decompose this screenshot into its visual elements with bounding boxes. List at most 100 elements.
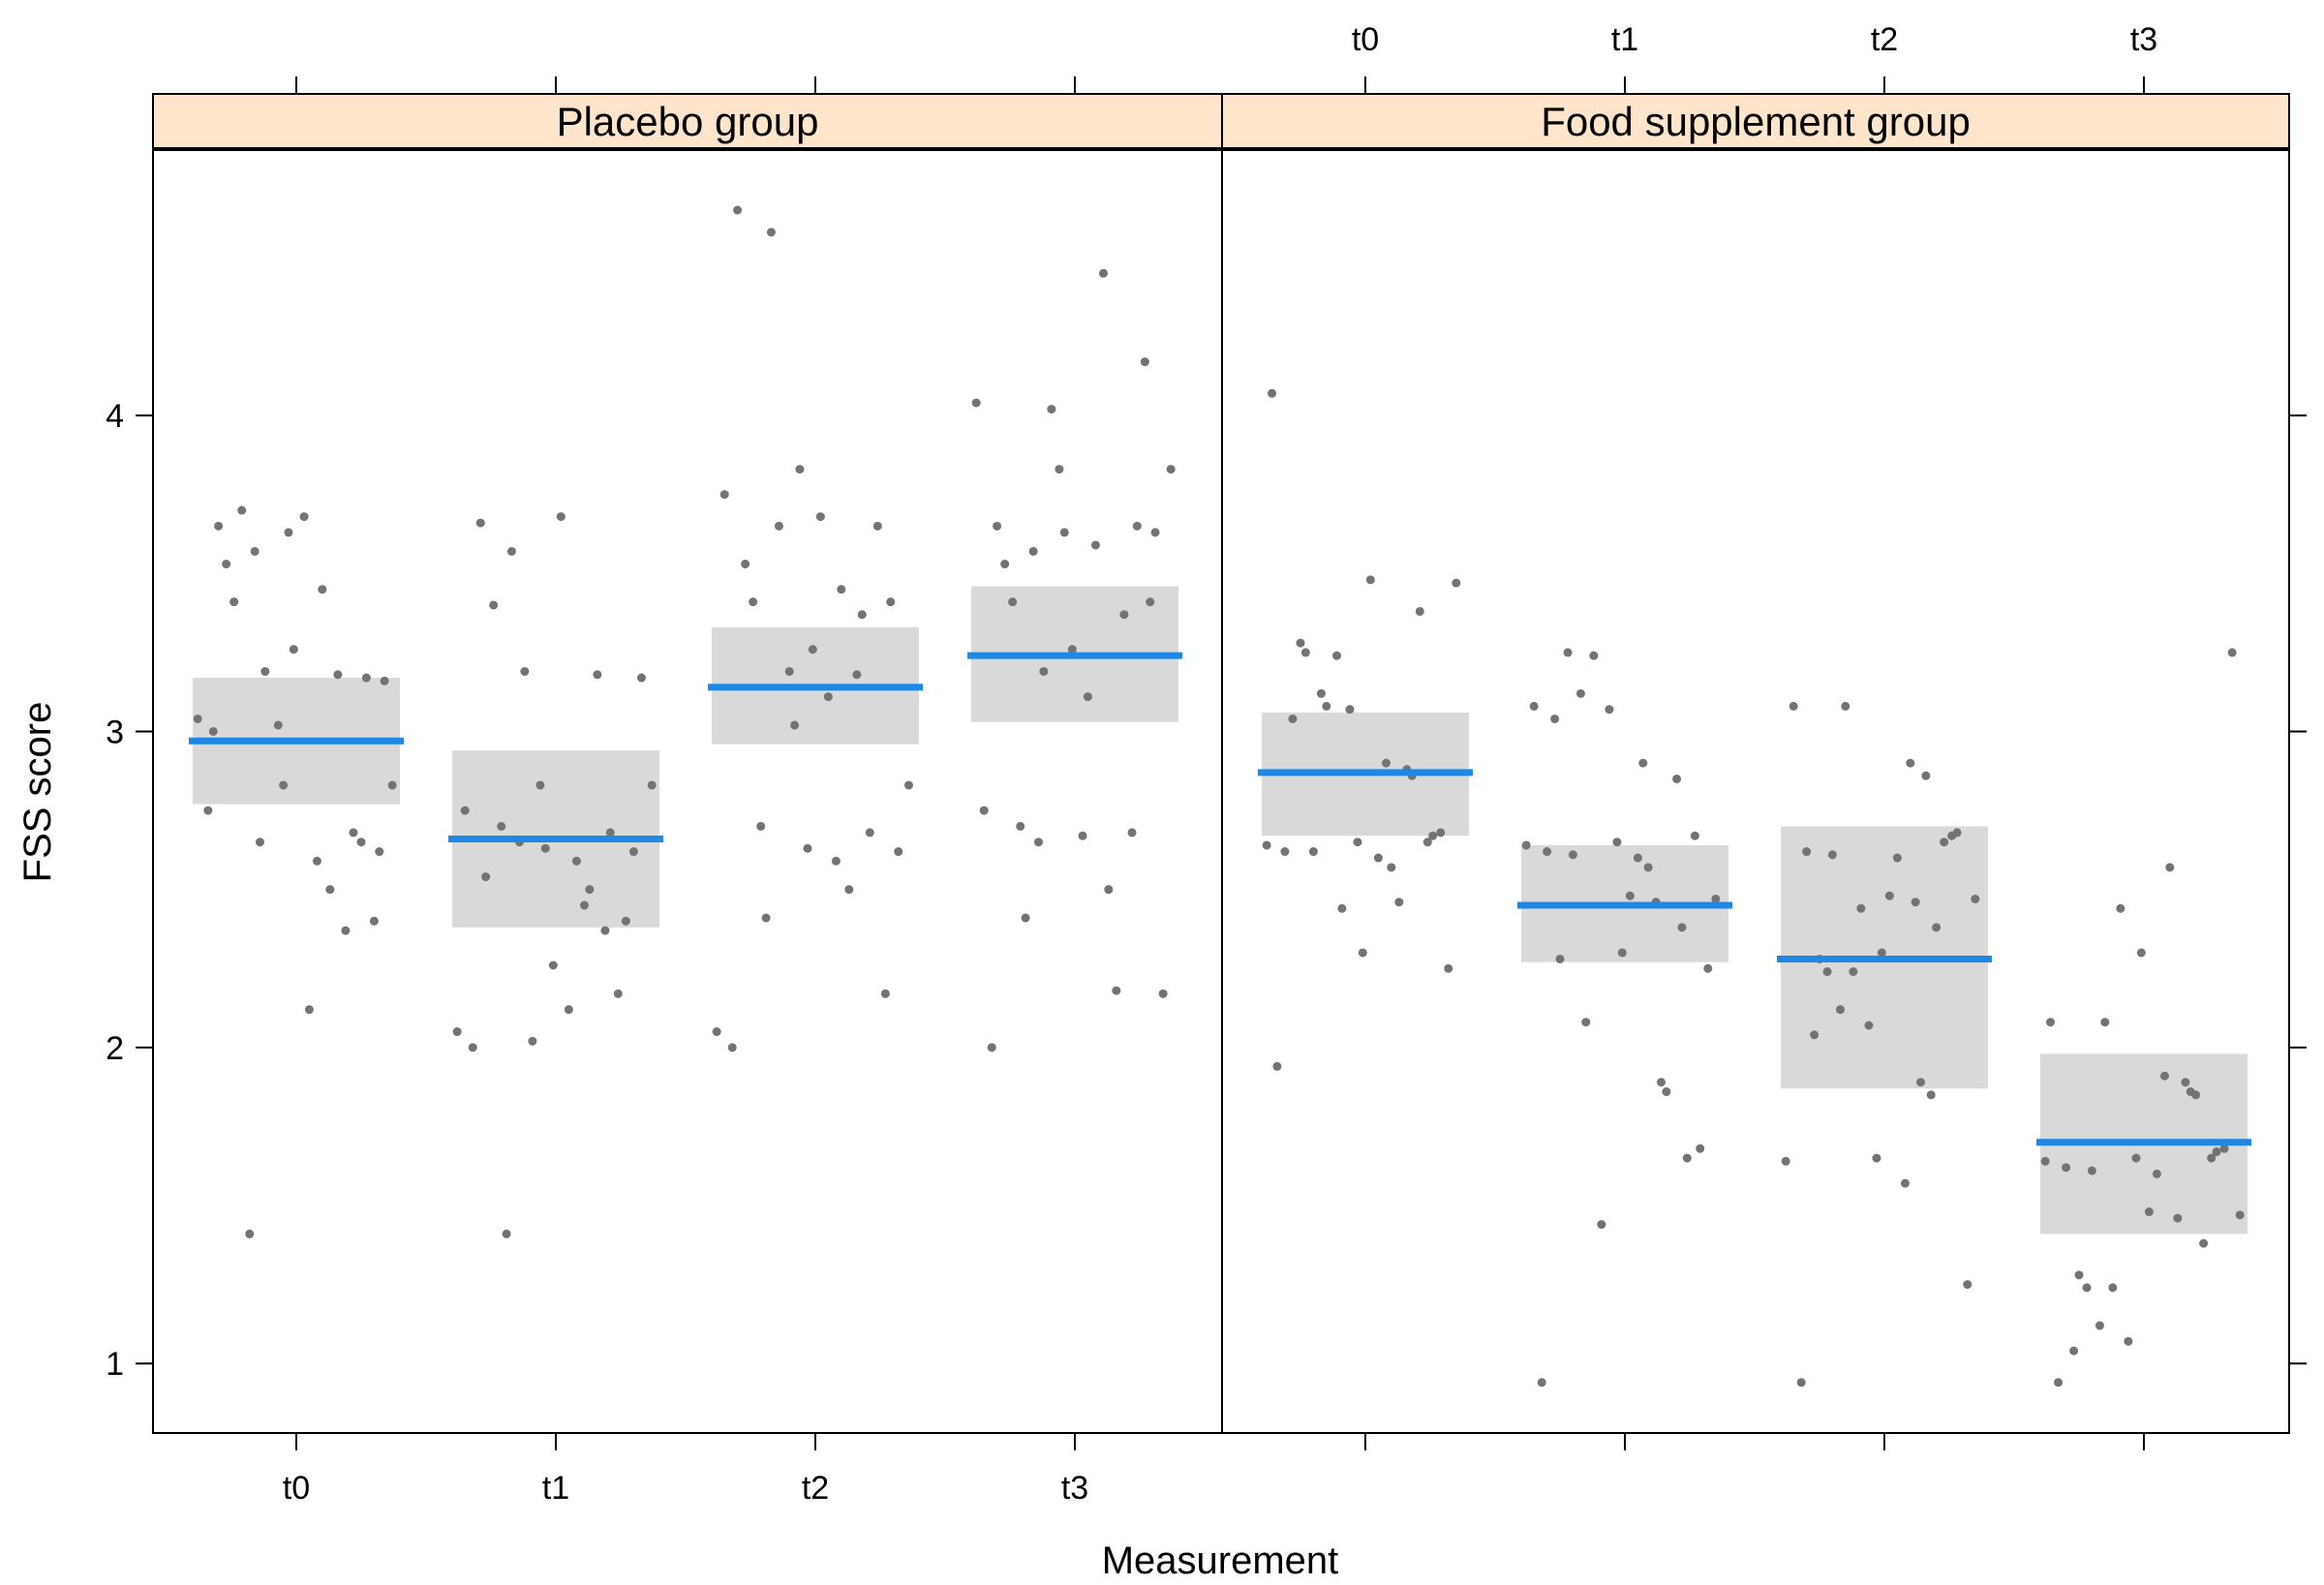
data-point — [1696, 1143, 1705, 1153]
data-point — [823, 692, 833, 702]
panel-strip-1 — [152, 93, 1223, 149]
data-point — [795, 465, 805, 474]
data-point — [1098, 268, 1108, 278]
data-point — [621, 916, 630, 926]
data-point — [2054, 1378, 2064, 1387]
data-point — [1581, 1018, 1591, 1027]
data-point — [2144, 1207, 2154, 1217]
data-point — [2227, 648, 2237, 657]
data-point — [1906, 758, 1915, 768]
data-point — [1672, 774, 1682, 783]
data-point — [279, 780, 289, 790]
data-point — [289, 645, 298, 655]
data-point — [852, 670, 862, 680]
data-point — [1877, 948, 1886, 958]
data-point — [1078, 831, 1087, 840]
data-point — [719, 490, 729, 500]
data-point — [468, 1043, 477, 1052]
data-point — [1322, 701, 1331, 711]
data-point — [1132, 521, 1142, 531]
data-point — [540, 843, 550, 853]
data-point — [1016, 821, 1025, 831]
data-point — [250, 546, 260, 556]
data-point — [1047, 405, 1056, 414]
data-point — [333, 670, 343, 680]
panel-title-2: Food supplement group — [1541, 99, 1971, 144]
data-point — [1612, 838, 1622, 847]
data-point — [987, 1043, 996, 1052]
data-point — [756, 821, 766, 831]
x-axis-label: Measurement — [1102, 1539, 1339, 1582]
data-point — [741, 560, 750, 569]
data-point — [1926, 1090, 1936, 1100]
data-point — [749, 597, 758, 607]
data-point — [1059, 528, 1069, 537]
data-point — [1353, 838, 1362, 847]
data-point — [1308, 847, 1318, 857]
data-point — [1452, 578, 1461, 588]
data-point — [1638, 758, 1648, 768]
data-point — [193, 714, 202, 723]
data-point — [548, 960, 558, 970]
data-point — [790, 720, 800, 730]
data-point — [712, 1027, 721, 1037]
data-point — [1952, 828, 1962, 838]
data-point — [1146, 597, 1155, 607]
data-point — [1166, 465, 1176, 474]
data-point — [1575, 688, 1585, 698]
axes: t0 t1 t2 t3 t0 t1 t2 t3 1 2 3 4 — [106, 21, 2307, 1507]
data-point — [2212, 1147, 2221, 1157]
data-point — [2087, 1166, 2096, 1175]
panel-frame-2 — [1221, 149, 2290, 1434]
data-point — [497, 821, 506, 831]
data-point — [2124, 1336, 2133, 1346]
data-point — [475, 518, 485, 528]
data-point — [1911, 898, 1920, 907]
data-point — [1083, 692, 1092, 702]
data-point — [593, 670, 602, 680]
data-point — [894, 847, 903, 857]
data-point — [528, 1036, 537, 1046]
data-point — [1796, 1378, 1806, 1387]
data-point — [2136, 948, 2146, 958]
data-point — [1711, 894, 1721, 903]
data-point — [1563, 648, 1573, 657]
data-point — [1781, 1156, 1790, 1166]
panel-frames — [152, 149, 2290, 1434]
data-point — [452, 1027, 462, 1037]
data-point — [844, 885, 854, 895]
data-point — [214, 521, 224, 531]
data-point — [971, 398, 981, 408]
data-point — [237, 505, 247, 515]
x-tick-label: t2 — [802, 1470, 829, 1507]
data-point — [1921, 771, 1931, 780]
data-point — [1625, 891, 1635, 900]
data-point — [1605, 705, 1614, 715]
data-point — [2082, 1283, 2092, 1293]
data-point — [535, 780, 545, 790]
data-point — [1633, 853, 1642, 863]
data-point — [1028, 546, 1038, 556]
data-point — [2100, 1018, 2110, 1027]
data-point — [299, 512, 309, 522]
data-point — [857, 610, 867, 620]
data-point — [481, 872, 491, 882]
data-point — [766, 228, 776, 237]
data-point — [1856, 903, 1866, 913]
mean-lines — [189, 652, 2251, 1146]
data-point — [2199, 1238, 2209, 1248]
data-point — [1055, 465, 1064, 474]
data-point — [1288, 714, 1298, 723]
y-axis-label: FSS score — [16, 702, 59, 883]
x-tick-label-top: t1 — [1611, 21, 1638, 58]
data-point — [1127, 828, 1137, 838]
data-point — [1021, 913, 1030, 923]
data-point — [815, 512, 825, 522]
data-point — [1008, 597, 1018, 607]
data-point — [733, 205, 743, 215]
data-point — [208, 726, 218, 736]
data-point — [1140, 357, 1149, 367]
data-point — [1365, 575, 1375, 585]
panel-title-1: Placebo group — [557, 99, 819, 144]
data-point — [369, 916, 379, 926]
